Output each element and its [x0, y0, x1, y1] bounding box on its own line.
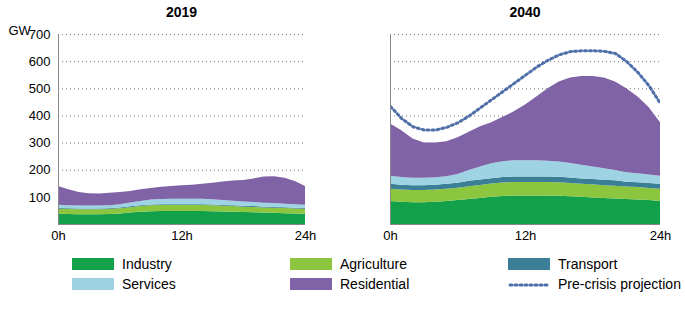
html-text:Services: Services — [122, 276, 176, 292]
html-text:Transport: Transport — [558, 256, 618, 272]
svg-text:GW: GW — [9, 23, 32, 38]
svg-text:0h: 0h — [383, 228, 397, 243]
svg-text:600: 600 — [29, 54, 51, 69]
svg-text:24h: 24h — [295, 228, 317, 243]
html-text:Industry: Industry — [122, 256, 172, 272]
html-text:2040: 2040 — [509, 4, 541, 20]
svg-text:700: 700 — [29, 27, 51, 42]
html-text:Agriculture: Agriculture — [340, 256, 407, 272]
svg-text:400: 400 — [29, 108, 51, 123]
html-text:2019: 2019 — [165, 4, 198, 20]
svg-text:24h: 24h — [650, 228, 672, 243]
svg-text:100: 100 — [29, 190, 51, 205]
html-text:Residential: Residential — [340, 276, 410, 292]
svg-text:12h: 12h — [171, 228, 193, 243]
html-text:Pre-crisis projection: Pre-crisis projection — [558, 276, 681, 292]
svg-text:0h: 0h — [51, 228, 65, 243]
svg-text:12h: 12h — [515, 228, 537, 243]
svg-text:200: 200 — [29, 162, 51, 177]
svg-text:300: 300 — [29, 135, 51, 150]
svg-text:500: 500 — [29, 81, 51, 96]
